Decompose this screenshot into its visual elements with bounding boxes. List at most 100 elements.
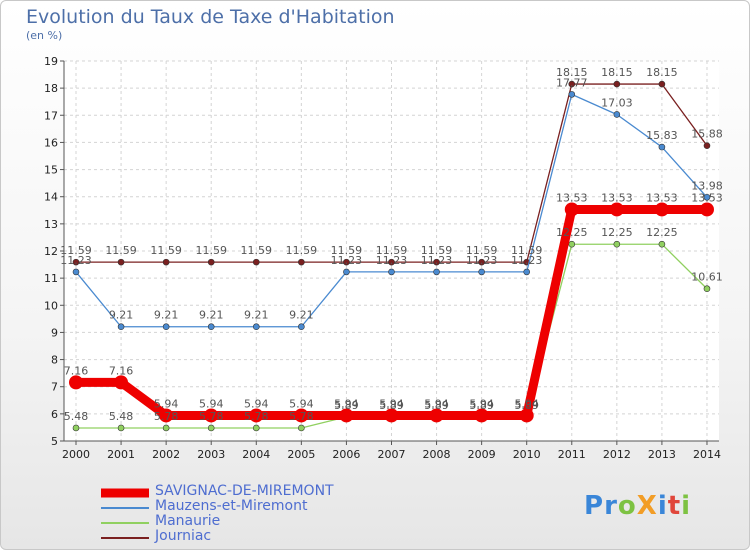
data-label: 7.16: [109, 364, 134, 377]
data-point: [703, 285, 711, 293]
data-point: [568, 240, 576, 248]
data-point: [699, 202, 714, 217]
data-label: 5.94: [154, 397, 179, 410]
data-label: 9.21: [109, 309, 134, 322]
y-tick-label: 6: [51, 408, 58, 421]
data-label: 11.23: [376, 254, 408, 267]
y-tick-label: 5: [51, 435, 58, 448]
x-tick-label: 2013: [648, 448, 676, 461]
data-point: [703, 142, 711, 149]
data-label: 11.23: [466, 254, 498, 267]
data-label: 5.94: [424, 397, 449, 410]
legend-swatch-savignac: [101, 488, 149, 497]
x-tick-label: 2007: [377, 448, 405, 461]
data-label: 5.94: [244, 397, 269, 410]
y-tick-label: 17: [44, 109, 58, 122]
data-label: 7.16: [64, 364, 89, 377]
data-label: 5.94: [379, 397, 404, 410]
legend-swatch-mauzens: [101, 506, 149, 509]
data-point: [252, 424, 260, 432]
y-tick-label: 19: [44, 55, 58, 68]
data-label: 11.59: [60, 244, 92, 257]
proxiti-logo: ProXiti: [584, 491, 691, 521]
data-label: 11.59: [421, 244, 453, 257]
data-point: [433, 268, 440, 276]
data-point: [204, 408, 219, 423]
data-label: 5.94: [289, 397, 314, 410]
data-point: [114, 375, 129, 390]
data-point: [613, 240, 621, 248]
data-label: 17.03: [601, 96, 633, 109]
logo-letter: X: [636, 491, 658, 521]
legend-swatch-manaurie: [101, 521, 149, 524]
y-tick-label: 13: [44, 218, 58, 231]
data-point: [294, 408, 309, 423]
data-point: [117, 258, 125, 266]
data-label: 11.23: [60, 254, 92, 267]
data-point: [523, 268, 531, 276]
x-tick-label: 2004: [242, 448, 270, 461]
x-tick-label: 2006: [332, 448, 360, 461]
data-point: [252, 323, 260, 331]
x-tick-label: 2012: [603, 448, 631, 461]
data-point: [478, 268, 485, 276]
legend-swatch-journiac: [101, 536, 149, 539]
data-label: 5.48: [109, 410, 134, 423]
data-point: [339, 408, 354, 423]
logo-letter: i: [657, 491, 668, 521]
data-point: [433, 258, 440, 266]
logo-letter: t: [667, 491, 682, 521]
data-point: [384, 408, 399, 423]
data-point: [207, 424, 215, 432]
y-tick-label: 15: [44, 164, 58, 177]
data-point: [613, 111, 621, 118]
data-point: [298, 258, 305, 266]
chart-title: Evolution du Taux de Taxe d'Habitation: [26, 6, 395, 28]
data-label: 11.23: [331, 254, 363, 267]
data-label: 5.94: [514, 397, 539, 410]
data-label: 5.94: [334, 397, 359, 410]
data-label: 11.59: [466, 244, 498, 257]
data-label: 11.23: [421, 254, 453, 267]
logo-letter: o: [617, 491, 637, 521]
data-label: 11.59: [241, 244, 273, 257]
data-label: 5.89: [469, 399, 494, 412]
data-label: 5.94: [469, 397, 494, 410]
data-point: [474, 408, 489, 423]
data-label: 11.59: [195, 244, 227, 257]
data-label: 5.78: [244, 410, 269, 423]
data-point: [519, 408, 534, 423]
data-label: 9.21: [289, 309, 314, 322]
data-point: [207, 258, 215, 266]
data-point: [388, 258, 395, 266]
data-label: 10.61: [691, 271, 723, 284]
legend-label-savignac: SAVIGNAC-DE-MIREMONT: [155, 483, 334, 499]
data-label: 9.21: [154, 309, 179, 322]
data-label: 5.48: [64, 410, 89, 423]
data-point: [72, 268, 80, 276]
x-tick-label: 2005: [287, 448, 315, 461]
data-label: 11.59: [150, 244, 182, 257]
x-tick-label: 2008: [423, 448, 451, 461]
data-point: [159, 408, 174, 423]
chart-subtitle: (en %): [26, 29, 63, 42]
legend-label-journiac: Journiac: [155, 528, 212, 544]
data-label: 5.78: [289, 410, 314, 423]
y-tick-label: 9: [51, 326, 58, 339]
data-point: [72, 424, 80, 432]
data-point: [654, 202, 669, 217]
data-point: [298, 323, 305, 331]
y-tick-label: 16: [44, 136, 58, 149]
x-tick-label: 2002: [152, 448, 180, 461]
data-label: 12.25: [646, 226, 678, 239]
data-label: 9.21: [244, 309, 269, 322]
logo-letter: P: [584, 491, 605, 521]
x-tick-label: 2001: [107, 448, 135, 461]
logo-letter: i: [681, 491, 692, 521]
data-label: 13.98: [691, 179, 723, 192]
data-point: [343, 268, 350, 276]
data-label: 11.59: [376, 244, 408, 257]
y-tick-label: 11: [44, 272, 58, 285]
data-point: [388, 268, 395, 276]
